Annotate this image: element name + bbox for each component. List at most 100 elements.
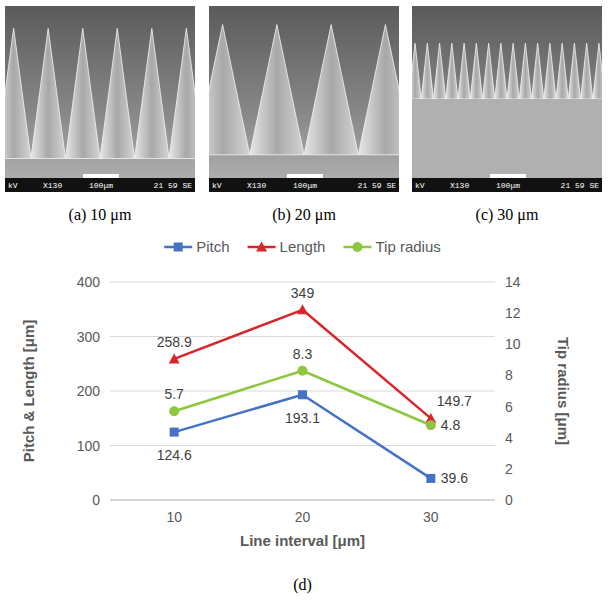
data-label: 4.8 — [441, 417, 461, 433]
sem-image: kV X130 100μm 21 59 SE — [209, 6, 399, 192]
data-label: 349 — [291, 285, 315, 301]
sem-info-bar — [209, 178, 399, 192]
sem-cone — [507, 43, 519, 99]
sem-info-text: X130 — [43, 181, 62, 190]
y2-tick — [495, 375, 499, 376]
y2-tick — [495, 313, 499, 314]
sem-cone — [519, 43, 531, 99]
data-label: 193.1 — [285, 410, 320, 426]
sem-cone — [581, 43, 593, 99]
sem-info-bar — [5, 178, 195, 192]
series-marker — [298, 366, 308, 376]
sem-info-text: 21 59 SE — [154, 181, 193, 190]
y2-tick-label: 14 — [505, 274, 521, 290]
series-line — [174, 395, 431, 479]
sem-scale-bar — [83, 174, 119, 178]
sem-panel: kV X130 100μm 21 59 SE (a) 10 μm — [0, 6, 204, 224]
y2-tick — [495, 282, 499, 283]
sem-panel: kV X130 100μm 21 59 SE (b) 20 μm — [195, 6, 412, 224]
x-tick-label: 20 — [295, 509, 311, 525]
sem-cone — [568, 43, 580, 99]
legend-item: Length — [248, 238, 326, 255]
chart: 010020030040002468101214102030Line inter… — [20, 238, 572, 594]
sem-substrate — [412, 99, 602, 192]
sem-cone — [65, 28, 100, 158]
x-axis-line — [110, 500, 495, 501]
sem-scale-text: 100μm — [89, 181, 113, 190]
chart-caption: (d) — [293, 576, 312, 594]
sem-info-text: kV — [212, 181, 222, 190]
series-marker — [298, 390, 307, 399]
grid-line — [110, 445, 495, 446]
legend-marker — [352, 242, 362, 252]
y2-tick-label: 10 — [505, 336, 521, 352]
sem-info-bar — [412, 178, 602, 192]
data-label: 258.9 — [157, 334, 192, 350]
sem-panel: kVX130100μm21 59 SE(c) 30 μm — [409, 6, 605, 224]
panel-caption: (a) 10 μm — [69, 206, 132, 224]
data-label: 124.6 — [157, 447, 192, 463]
grid-line — [110, 500, 495, 501]
legend-text: Length — [280, 238, 326, 255]
y2-tick — [495, 500, 499, 501]
sem-cone — [5, 28, 31, 158]
sem-cone — [433, 43, 445, 99]
panel-caption: (c) 30 μm — [476, 206, 539, 224]
sem-cone — [304, 25, 358, 155]
sem-background — [5, 6, 195, 192]
series-marker — [297, 304, 308, 314]
series-marker — [426, 474, 435, 483]
sem-scale-text: 100μm — [293, 181, 317, 190]
sem-image: kVX130100μm21 59 SE — [412, 6, 602, 192]
y-axis-title: Pitch & Length [μm] — [20, 320, 37, 463]
panel-caption: (b) 20 μm — [272, 206, 336, 224]
data-label: 39.6 — [441, 470, 468, 486]
y2-tick — [495, 406, 499, 407]
series-marker — [169, 353, 180, 363]
grid-line — [110, 282, 495, 283]
data-label: 8.3 — [293, 346, 313, 362]
legend: Pitch Length Tip radius — [164, 238, 441, 255]
sem-cone — [458, 43, 470, 99]
sem-background — [412, 6, 602, 192]
legend-marker — [174, 243, 183, 252]
legend-text: Tip radius — [375, 238, 440, 255]
sem-scale-bar — [490, 174, 526, 178]
sem-cone — [556, 43, 568, 99]
sem-cone — [446, 43, 458, 99]
sem-cone — [31, 28, 66, 158]
sem-cone — [250, 25, 304, 155]
y2-tick-label: 8 — [505, 367, 513, 383]
y-tick-label: 200 — [77, 383, 101, 399]
x-tick-label: 30 — [423, 509, 439, 525]
sem-info-text: kV — [8, 181, 18, 190]
sem-cone — [100, 28, 135, 158]
legend-item: Tip radius — [343, 238, 440, 255]
y2-tick-label: 0 — [505, 492, 513, 508]
y2-tick — [495, 437, 499, 438]
sem-cone — [532, 43, 544, 99]
y2-tick-label: 12 — [505, 305, 521, 321]
y-tick-label: 100 — [77, 438, 101, 454]
series-marker — [169, 406, 179, 416]
y-tick-label: 0 — [92, 492, 100, 508]
legend-text: Pitch — [196, 238, 229, 255]
y-tick-label: 400 — [77, 274, 101, 290]
sem-cone — [470, 43, 482, 99]
legend-item: Pitch — [164, 238, 229, 255]
sem-cone — [593, 43, 602, 99]
sem-info-text: kV — [415, 181, 425, 190]
y-tick-label: 300 — [77, 329, 101, 345]
y2-tick — [495, 468, 499, 469]
data-labels: 124.6193.139.6258.9349149.75.78.34.8 — [157, 285, 472, 487]
legend-marker — [256, 242, 267, 252]
y2-tick-label: 4 — [505, 430, 513, 446]
sem-image: kV X130 100μm 21 59 SE — [5, 6, 195, 192]
sem-cone — [412, 43, 421, 99]
sem-cone — [495, 43, 507, 99]
sem-info-text: 21 59 SE — [358, 181, 397, 190]
x-axis-title: Line interval [μm] — [240, 532, 365, 549]
sem-cone — [209, 25, 250, 155]
sem-info-text: X130 — [450, 181, 469, 190]
sem-info-text: X130 — [247, 181, 266, 190]
